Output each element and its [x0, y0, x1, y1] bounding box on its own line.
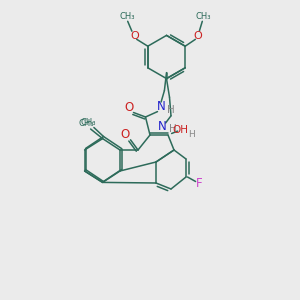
- Text: O: O: [124, 100, 134, 114]
- Text: CH₃: CH₃: [120, 12, 135, 21]
- Text: CH₃: CH₃: [78, 119, 94, 128]
- Text: OH: OH: [172, 124, 189, 135]
- Text: H: H: [167, 105, 175, 115]
- Text: O: O: [194, 31, 202, 41]
- Text: H: H: [188, 130, 195, 139]
- Text: F: F: [196, 177, 203, 190]
- Text: O: O: [121, 128, 130, 142]
- Text: N: N: [157, 100, 166, 113]
- Text: H: H: [169, 124, 176, 134]
- Text: CH₃: CH₃: [196, 12, 211, 21]
- Text: CH₃: CH₃: [81, 118, 96, 127]
- Text: O: O: [130, 31, 139, 41]
- Text: N: N: [158, 119, 166, 133]
